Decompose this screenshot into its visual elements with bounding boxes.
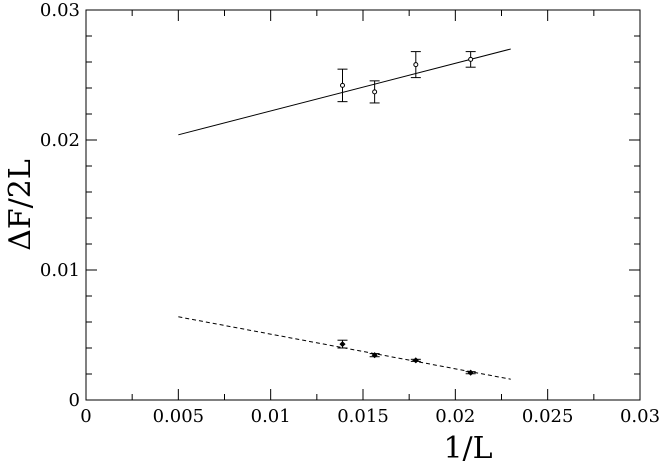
x-axis-label: 1/L <box>443 431 492 464</box>
data-point-2 <box>339 341 346 348</box>
y-tick-label: 0.03 <box>40 0 80 21</box>
data-point-2 <box>467 369 474 376</box>
axis-ticks: 0 0.005 0.01 0.015 0.02 0.025 0.03 0 0.01 0.02 0.0… <box>40 0 660 427</box>
x-tick-label: 0.015 <box>337 406 389 427</box>
y-tick-label: 0.02 <box>40 130 80 151</box>
y-tick-label: 0 <box>69 390 80 411</box>
data-point-2 <box>371 352 378 359</box>
data-point-2 <box>412 357 419 364</box>
fit-line-1 <box>178 48 511 136</box>
x-tick-label: 0.03 <box>620 406 660 427</box>
plot-frame <box>85 9 641 401</box>
data-points <box>339 56 474 376</box>
x-tick-label: 0.025 <box>522 406 574 427</box>
x-tick-label: 0 <box>80 406 91 427</box>
y-tick-label: 0.01 <box>40 260 80 281</box>
data-point-1 <box>372 89 378 95</box>
data-point-1 <box>468 56 474 62</box>
error-bars <box>337 51 476 375</box>
data-point-1 <box>413 62 419 68</box>
x-tick-label: 0.01 <box>251 406 291 427</box>
x-tick-label: 0.02 <box>435 406 475 427</box>
y-axis-label: ΔF/2L <box>3 159 38 251</box>
data-point-1 <box>340 82 346 88</box>
fit-lines <box>178 48 511 380</box>
x-tick-label: 0.005 <box>153 406 205 427</box>
